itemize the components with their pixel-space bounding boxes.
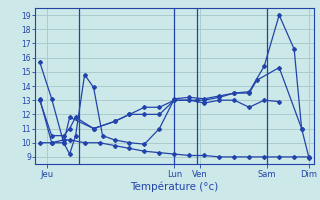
X-axis label: Température (°c): Température (°c): [130, 181, 219, 192]
